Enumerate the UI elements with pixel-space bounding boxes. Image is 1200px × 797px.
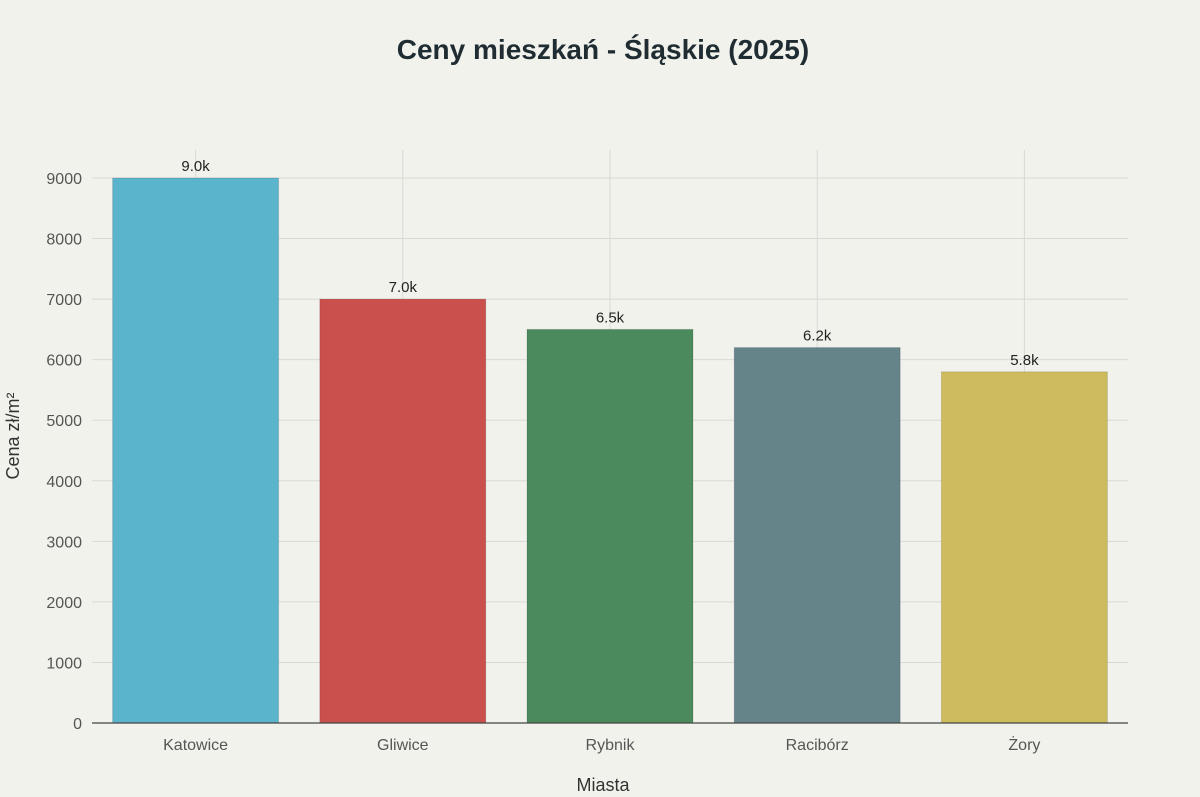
y-tick-label-5000: 5000 [46,413,82,430]
data-label-0: 9.0k [181,158,210,175]
y-tick-label-8000: 8000 [46,232,82,249]
x-tick-labels: Katowice Gliwice Rybnik Racibórz Żory [163,735,1040,754]
y-tick-label-6000: 6000 [46,353,82,370]
x-tick-label-0: Katowice [163,737,228,754]
y-tick-label-3000: 3000 [46,534,82,551]
y-tick-label-7000: 7000 [46,292,82,309]
x-tick-label-1: Gliwice [377,737,429,754]
bar-2 [526,328,694,724]
x-tick-label-4: Żory [1008,735,1040,754]
bar-1 [319,298,487,724]
y-tick-label-2000: 2000 [46,595,82,612]
x-tick-label-3: Racibórz [786,737,849,754]
y-tick-labels: 0 1000 2000 3000 4000 5000 6000 7000 8000 9000 [46,171,82,733]
x-tick-label-2: Rybnik [586,737,636,754]
y-tick-label-1000: 1000 [46,655,82,672]
data-label-1: 7.0k [389,279,418,296]
data-label-2: 6.5k [596,309,625,326]
data-label-3: 6.2k [803,328,832,345]
chart-title: Ceny mieszkań - Śląskie (2025) [397,34,809,65]
y-axis-label: Cena zł/m² [3,392,23,479]
bars [112,177,1108,724]
data-label-4: 5.8k [1010,352,1039,369]
bar-0 [112,177,280,724]
bar-3 [733,347,901,724]
y-tick-label-0: 0 [73,716,82,733]
x-axis-label: Miasta [576,775,630,795]
bar-4 [940,371,1108,724]
data-labels: 9.0k 7.0k 6.5k 6.2k 5.8k [181,158,1039,369]
y-tick-label-9000: 9000 [46,171,82,188]
y-tick-label-4000: 4000 [46,474,82,491]
